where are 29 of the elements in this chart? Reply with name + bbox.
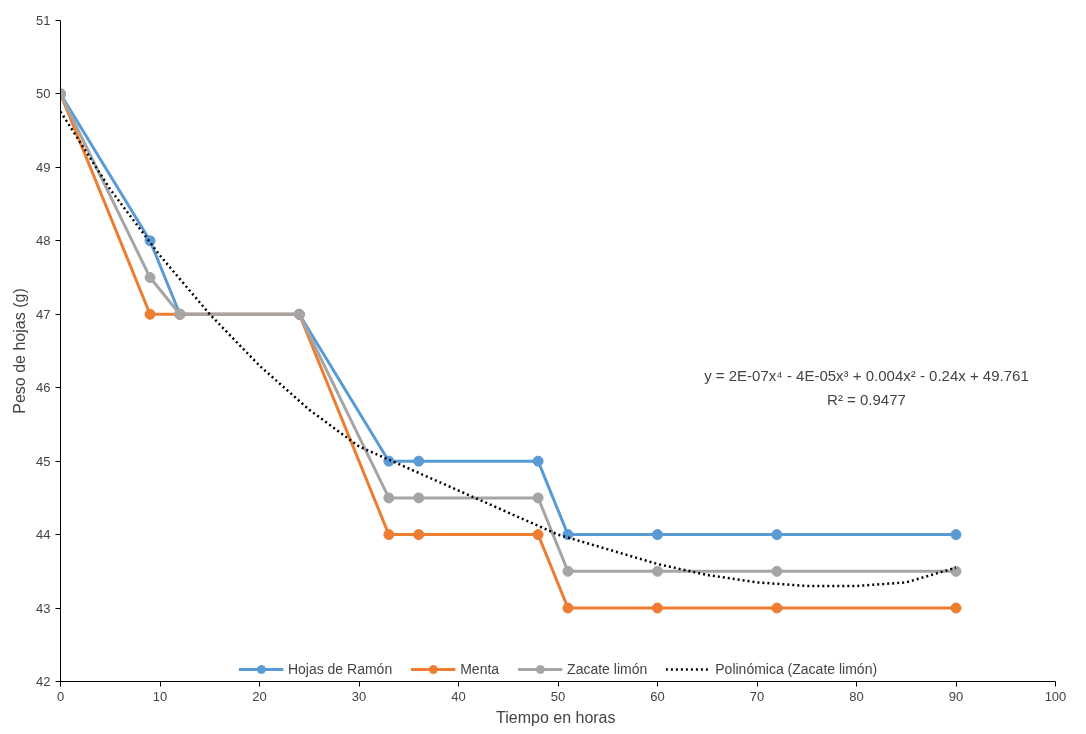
x-tick-label: 80 [849, 688, 864, 704]
y-tick-label: 48 [36, 233, 51, 249]
x-tick-label: 100 [1044, 688, 1067, 704]
legend-label: Menta [460, 661, 500, 677]
annotation: R² = 0.9477 [827, 390, 906, 408]
y-tick-label: 42 [36, 674, 51, 689]
y-tick-label: 45 [36, 453, 51, 469]
y-tick-label: 43 [36, 600, 51, 616]
x-axis-title: Tiempo en horas [496, 708, 616, 726]
y-tick-label: 46 [36, 380, 51, 396]
y-tick-label: 47 [36, 306, 51, 322]
x-tick-label: 0 [56, 688, 65, 704]
legend-label: Hojas de Ramón [287, 661, 393, 677]
y-tick-label: 49 [36, 159, 51, 175]
legend-label: Polinómica (Zacate limón) [715, 661, 878, 677]
x-tick-label: 40 [451, 688, 466, 704]
legend-label: Zacate limón [567, 661, 648, 677]
annotation: y = 2E-07x⁴ - 4E-05x³ + 0.004x² - 0.24x + 49.761 [704, 367, 1029, 385]
x-tick-label: 60 [650, 688, 665, 704]
x-tick-label: 20 [252, 688, 267, 704]
x-tick-label: 50 [550, 688, 566, 704]
x-tick-label: 70 [749, 688, 765, 704]
y-tick-label: 51 [36, 13, 51, 28]
y-axis-title: Peso de hojas (g) [11, 288, 29, 414]
x-tick-label: 90 [948, 688, 964, 704]
x-tick-label: 30 [351, 688, 367, 704]
y-tick-label: 50 [36, 86, 51, 102]
y-tick-label: 44 [36, 527, 51, 543]
x-tick-label: 10 [152, 688, 168, 704]
